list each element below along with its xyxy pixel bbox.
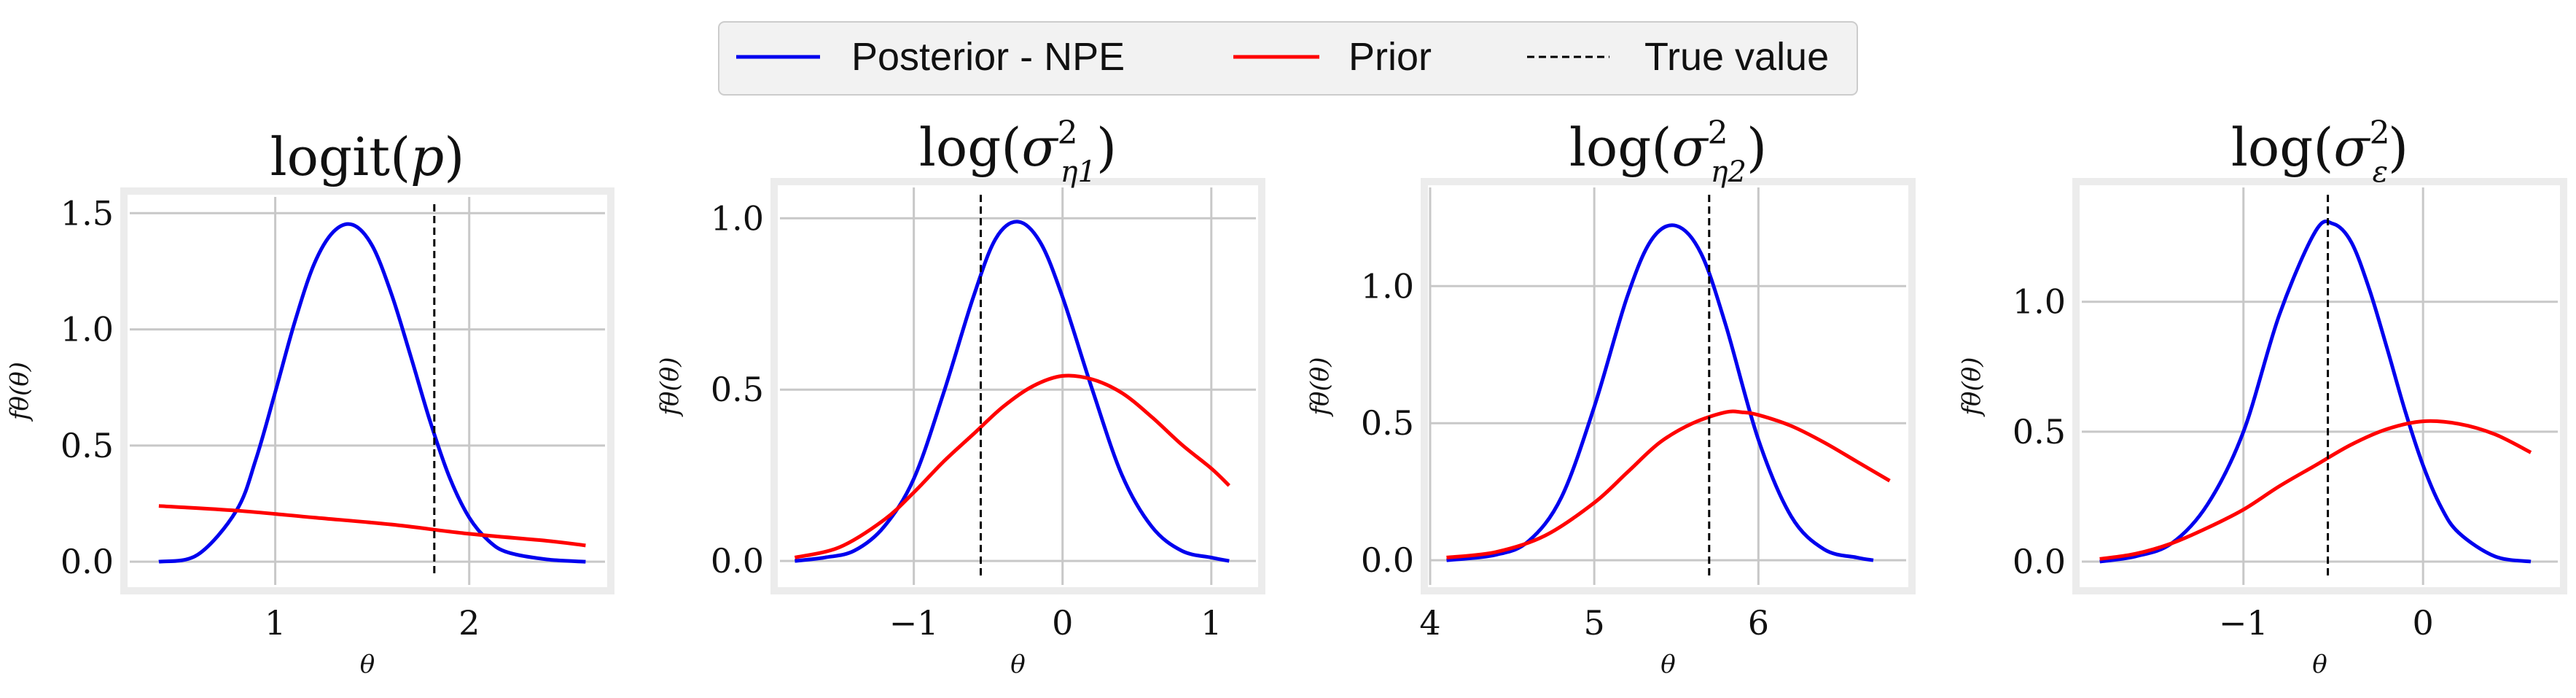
plot-frame xyxy=(120,187,614,594)
y-axis-label: fθ(θ) xyxy=(1957,357,1986,417)
y-tick-label: 0.0 xyxy=(61,542,114,581)
x-tick-label: 0 xyxy=(2413,603,2434,643)
y-tick-label: 0.0 xyxy=(1361,540,1414,580)
panel-log-sigma-eta2: 4 5 6 0.0 0.5 1.0 θ fθ(θ) log(σ2 η2) xyxy=(1305,115,1916,679)
x-tick-label: 5 xyxy=(1584,603,1605,643)
prior-line xyxy=(1446,409,1891,559)
y-axis-label: fθ(θ) xyxy=(5,362,34,422)
posterior-line xyxy=(158,222,586,564)
y-tick-label: 1.5 xyxy=(61,193,114,233)
legend-label-true-value: True value xyxy=(1644,35,1829,79)
y-axis-label: fθ(θ) xyxy=(1305,357,1335,417)
legend-label-posterior: Posterior - NPE xyxy=(851,35,1125,79)
x-tick-label: 2 xyxy=(458,603,480,643)
plot-frame xyxy=(2072,178,2567,594)
x-tick-label: 0 xyxy=(1052,603,1073,643)
panel-title: log(σ2 η2) xyxy=(1569,115,1767,189)
plot-area xyxy=(2082,187,2558,585)
y-tick-label: 0.5 xyxy=(61,426,114,465)
posterior-line xyxy=(795,220,1230,563)
x-axis-label: θ xyxy=(1010,650,1025,679)
x-tick-label: −1 xyxy=(889,603,939,643)
panel-title: log(σ2 η1) xyxy=(919,115,1117,189)
plot-area xyxy=(780,187,1256,585)
prior-line xyxy=(158,504,586,548)
panel-log-sigma-epsilon: −1 0 0.0 0.5 1.0 θ fθ(θ) log(σ2 ε) xyxy=(1957,115,2567,679)
x-tick-label: 1 xyxy=(1201,603,1222,643)
y-tick-label: 1.0 xyxy=(61,310,114,349)
panel-log-sigma-eta1: −1 0 1 0.0 0.5 1.0 θ fθ(θ) log(σ2 η1) xyxy=(655,115,1265,679)
x-tick-label: 6 xyxy=(1748,603,1769,643)
plot-area xyxy=(1430,187,1906,585)
x-axis-label: θ xyxy=(360,650,375,679)
y-tick-label: 0.0 xyxy=(2013,542,2066,581)
panel-title: logit(p) xyxy=(270,126,465,187)
y-tick-label: 0.0 xyxy=(711,541,764,581)
plot-frame xyxy=(770,178,1265,594)
y-tick-label: 1.0 xyxy=(711,198,764,238)
x-tick-label: 1 xyxy=(265,603,286,643)
x-tick-label: 4 xyxy=(1419,603,1440,643)
panel-logit-p: 1 2 0.0 0.5 1.0 1.5 θ fθ(θ) logit(p) xyxy=(5,126,614,679)
y-tick-label: 1.0 xyxy=(1361,266,1414,306)
prior-line xyxy=(794,373,1231,559)
y-tick-label: 0.5 xyxy=(1361,403,1414,443)
plot-frame xyxy=(1421,178,1916,594)
y-tick-label: 1.0 xyxy=(2013,282,2066,322)
y-tick-label: 0.5 xyxy=(2013,412,2066,451)
x-tick-label: −1 xyxy=(2219,603,2268,643)
x-axis-label: θ xyxy=(2312,650,2327,679)
posterior-line xyxy=(1446,223,1874,562)
y-axis-label: fθ(θ) xyxy=(655,357,684,417)
posterior-line xyxy=(2099,220,2532,564)
y-tick-label: 0.5 xyxy=(711,370,764,409)
legend: Posterior - NPE Prior True value xyxy=(718,21,1858,96)
legend-label-prior: Prior xyxy=(1349,35,1432,79)
panel-title: log(σ2 ε) xyxy=(2231,115,2408,189)
x-axis-label: θ xyxy=(1660,650,1675,679)
plot-area xyxy=(130,197,605,585)
prior-line xyxy=(2099,419,2532,561)
